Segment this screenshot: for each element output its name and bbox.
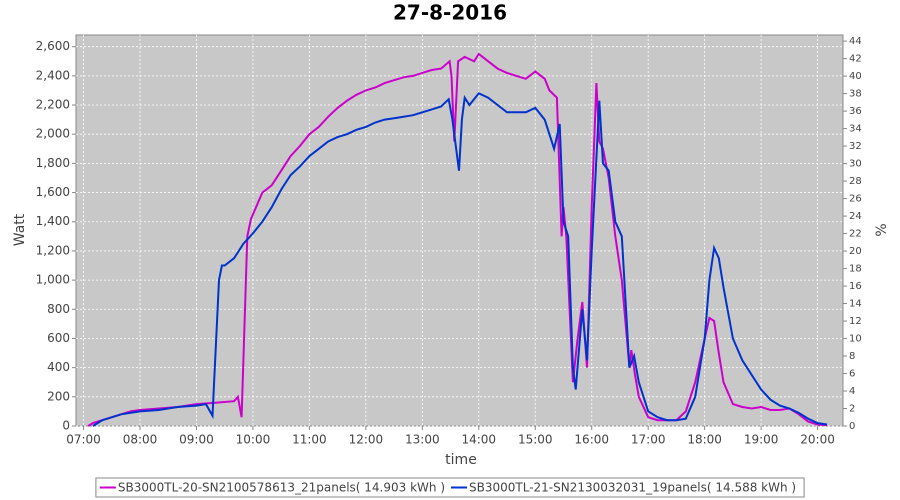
legend: SB3000TL-20-SN2100578613_21panels( 14.90… [95,477,805,498]
y2-tick-label: 40 [849,71,862,82]
y2-tick-label: 18 [849,264,862,275]
x-tick-label: 07:00 [66,433,101,447]
y2-tick-label: 14 [849,299,862,310]
y2-tick-label: 28 [849,176,862,187]
y2-tick-label: 20 [849,246,862,257]
y-tick-label: 1,400 [36,214,70,228]
y-tick-label: 2,600 [36,39,70,53]
y-tick-label: 2,000 [36,127,70,141]
y-tick-label: 1,600 [36,185,70,199]
y-tick-label: 2,400 [36,68,70,82]
y2-tick-label: 42 [849,54,862,65]
x-tick-label: 08:00 [123,433,158,447]
y2-tick-label: 6 [849,369,855,380]
legend-label: SB3000TL-21-SN2130032031_19panels( 14.58… [469,481,796,495]
x-tick-label: 11:00 [292,433,327,447]
y2-axis-label: % [874,223,890,236]
y2-tick-label: 0 [849,421,855,432]
y2-tick-label: 8 [849,351,855,362]
x-tick-label: 16:00 [574,433,609,447]
y2-tick-label: 10 [849,334,862,345]
y2-tick-label: 4 [849,386,855,397]
y-tick-label: 2,200 [36,98,70,112]
y2-tick-label: 22 [849,229,862,240]
y-tick-label: 1,000 [36,273,70,287]
x-tick-label: 14:00 [461,433,496,447]
y2-tick-label: 30 [849,159,862,170]
plot-area [75,34,844,427]
y2-tick-label: 36 [849,106,862,117]
x-tick-label: 17:00 [631,433,666,447]
series-line [92,92,828,427]
y2-tick-label: 32 [849,141,862,152]
x-tick-label: 15:00 [518,433,553,447]
x-tick-label: 20:00 [800,433,835,447]
y2-tick-label: 26 [849,194,862,205]
x-tick-label: 09:00 [179,433,214,447]
y2-tick-label: 38 [849,89,862,100]
legend-label: SB3000TL-20-SN2100578613_21panels( 14.90… [118,481,445,495]
y-tick-label: 400 [47,360,70,374]
y2-tick-label: 16 [849,281,862,292]
x-tick-label: 13:00 [405,433,440,447]
legend-box [95,477,805,498]
y2-tick-label: 24 [849,211,862,222]
y-tick-label: 600 [47,331,70,345]
y2-tick-label: 2 [849,404,855,415]
x-tick-label: 10:00 [236,433,271,447]
y-tick-label: 1,200 [36,243,70,257]
y-tick-label: 1,800 [36,156,70,170]
y-tick-label: 0 [62,419,70,433]
chart-title: 27-8-2016 [393,1,507,25]
y2-tick-label: 12 [849,316,862,327]
x-tick-label: 19:00 [744,433,779,447]
y-axis-label: Watt [12,213,28,246]
y-tick-label: 800 [47,302,70,316]
y2-tick-label: 34 [849,124,862,135]
y-tick-label: 200 [47,389,70,403]
x-tick-label: 18:00 [687,433,722,447]
x-tick-label: 12:00 [349,433,384,447]
y2-tick-label: 44 [849,36,862,47]
x-axis-label: time [445,452,477,468]
